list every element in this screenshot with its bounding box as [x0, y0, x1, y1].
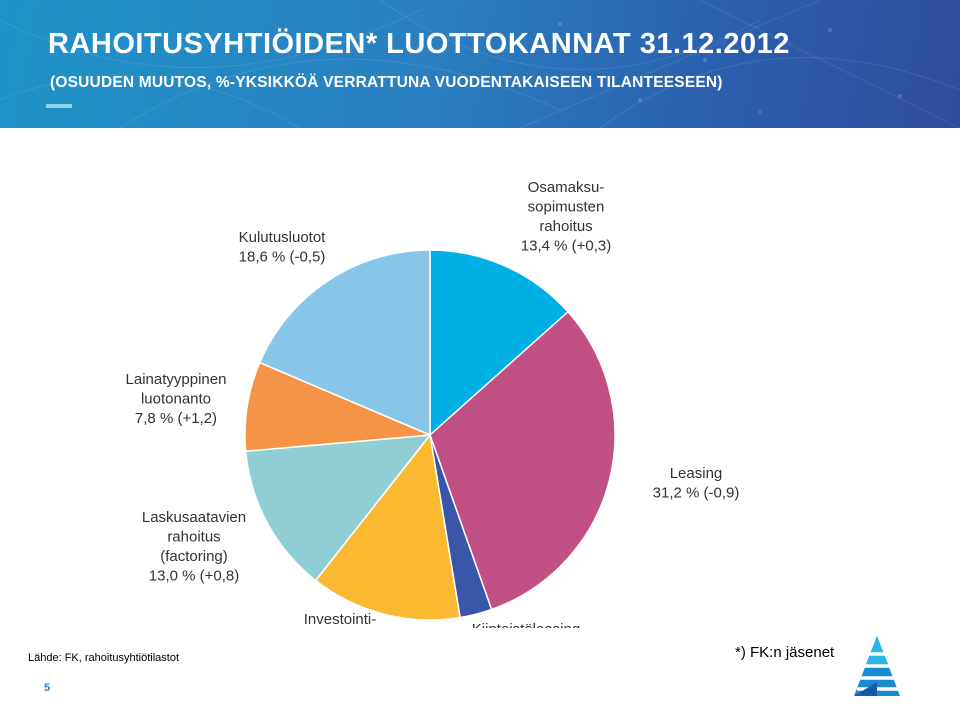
slice-label-line: Osamaksu- [528, 179, 605, 196]
slice-label-line: Investointi- [304, 611, 377, 628]
pie-slice [258, 249, 431, 437]
slice-label-line: 18,6 % (-0,5) [239, 249, 326, 266]
slice-label: Laskusaatavien rahoitus (factoring) 13,0 % … [142, 509, 246, 585]
slice-label-line: 13,4 % (+0,3) [521, 238, 611, 255]
header-banner: RAHOITUSYHTIÖIDEN* LUOTTOKANNAT 31.12.20… [0, 0, 960, 128]
slice-label-line: sopimusten [528, 199, 605, 216]
slice-label: Lainatyyppinen luotonanto 7,8 % (+1,2) [126, 371, 227, 427]
source-note: Lähde: FK, rahoitusyhtiötilastot [28, 652, 180, 664]
slice-label-line: Laskusaatavien [142, 509, 246, 526]
pie-slices [244, 249, 616, 621]
slice-label-line: Kiinteistöleasing [472, 621, 580, 628]
banner-pattern [0, 0, 960, 128]
page-subtitle: (OSUUDEN MUUTOS, %-YKSIKKÖÄ VERRATTUNA V… [50, 74, 723, 91]
footnote: *) FK:n jäsenet [735, 644, 835, 661]
pie-slice [244, 434, 432, 582]
pie-slice [429, 310, 616, 611]
title-underline [46, 104, 72, 108]
slice-label-line: Lainatyyppinen [126, 371, 227, 388]
pie-slice [429, 249, 570, 437]
page-title: RAHOITUSYHTIÖIDEN* LUOTTOKANNAT 31.12.20… [48, 28, 790, 60]
slice-label-line: Leasing [670, 465, 723, 482]
slice-label-line: luotonanto [141, 391, 211, 408]
pie-labels: Osamaksu-sopimusten rahoitus 13,4 % (+0,3)… [126, 179, 740, 628]
fk-logo-icon [854, 636, 900, 696]
slice-label: Kulutusluotot 18,6 % (-0,5) [239, 229, 327, 266]
pie-chart: Osamaksu-sopimusten rahoitus 13,4 % (+0,3)… [126, 179, 740, 628]
slice-label-line: 7,8 % (+1,2) [135, 410, 217, 427]
slice-label: Leasing 31,2 % (-0,9) [653, 465, 740, 502]
slice-label-line: rahoitus [167, 529, 220, 546]
slice-label-line: 31,2 % (-0,9) [653, 485, 740, 502]
slice-label-line: rahoitus [539, 218, 592, 235]
slice-label-line: (factoring) [160, 548, 228, 565]
slice-label: Osamaksu-sopimusten rahoitus 13,4 % (+0,3) [521, 179, 611, 255]
page-number: 5 [44, 682, 51, 694]
pie-slice [314, 433, 461, 621]
slice-label: Kiinteistöleasing2,8 % (+0,1) [472, 621, 580, 628]
slice-label-line: 13,0 % (+0,8) [149, 568, 239, 585]
slice-label-line: Kulutusluotot [239, 229, 327, 246]
